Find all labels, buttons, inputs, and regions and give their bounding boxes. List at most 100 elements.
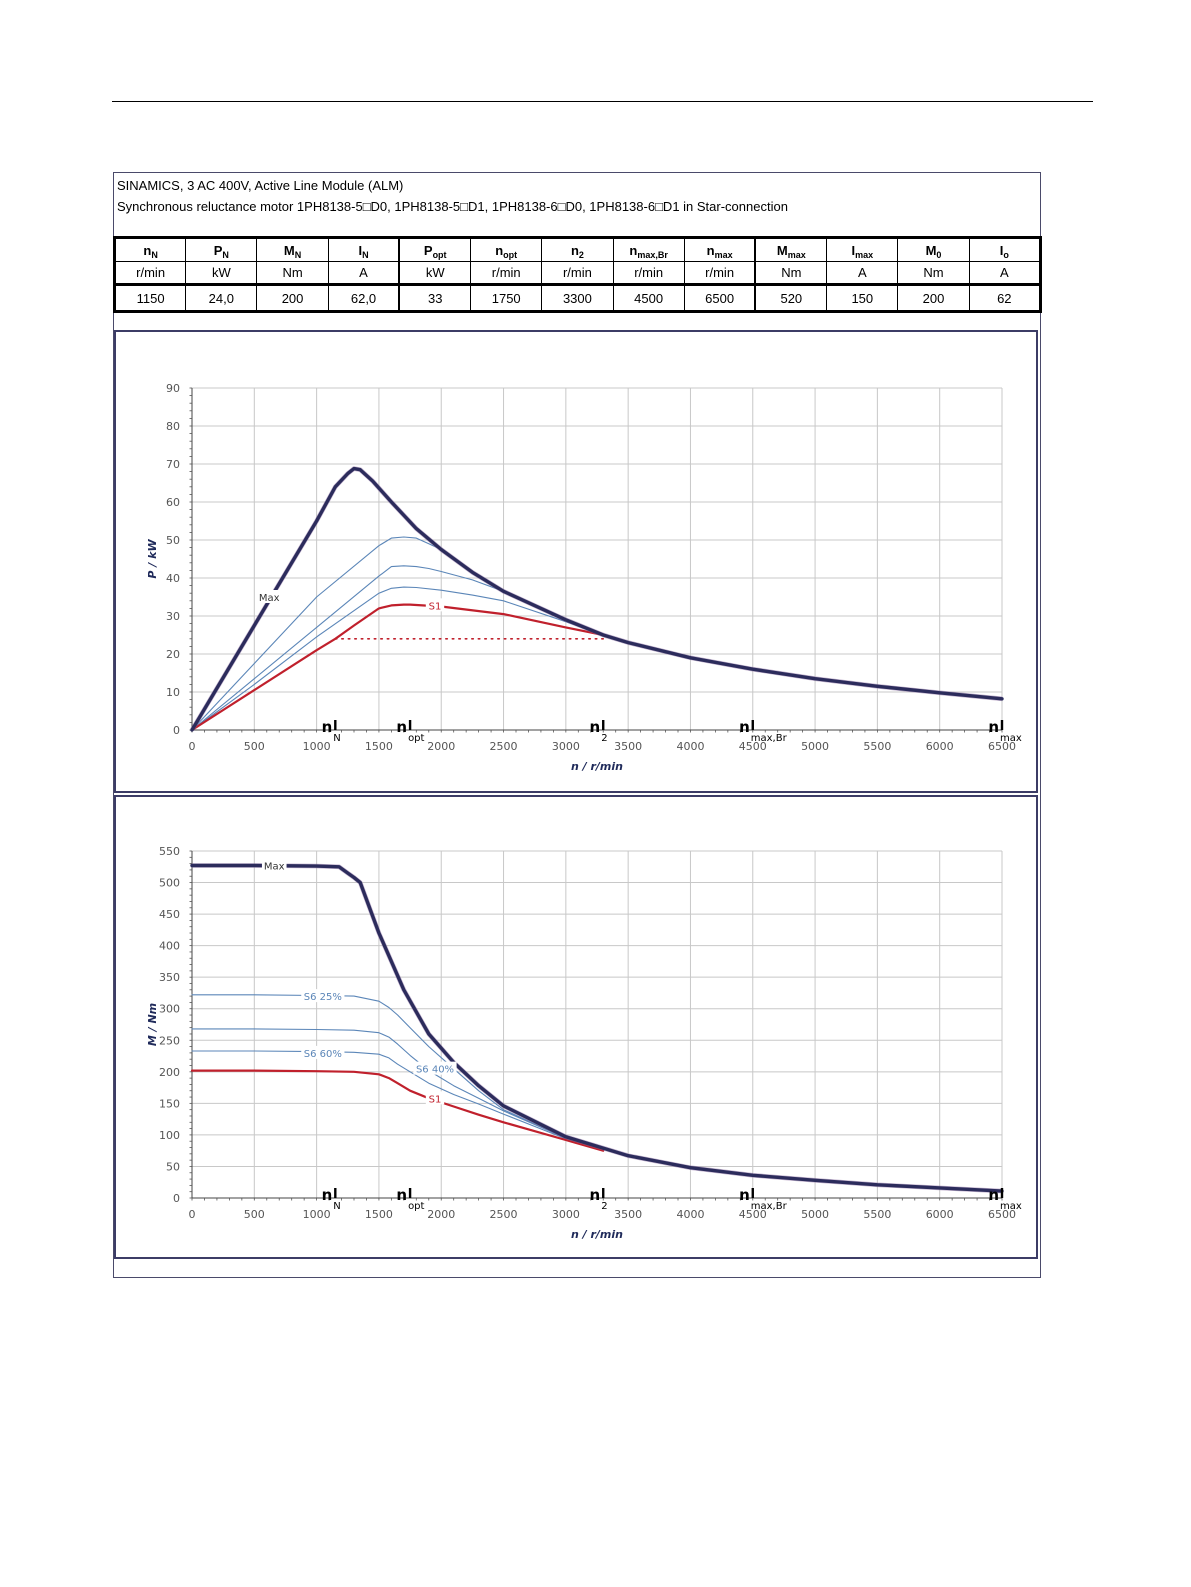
- x-tick-label: 2000: [427, 1208, 455, 1221]
- header-line-2: Synchronous reluctance motor 1PH8138-5□D…: [117, 199, 788, 214]
- x-tick-label: 2500: [490, 1208, 518, 1221]
- y-tick-label: 70: [166, 458, 180, 471]
- y-tick-label: 10: [166, 686, 180, 699]
- x-tick-label: 4500: [739, 1208, 767, 1221]
- curve-label-bg: [425, 1091, 445, 1105]
- y-tick-label: 40: [166, 572, 180, 585]
- spec-symbol-subscript: max: [714, 249, 733, 260]
- spec-unit-cell: r/min: [541, 261, 614, 285]
- spec-symbol: I: [851, 242, 856, 258]
- spec-unit-cell: Nm: [754, 261, 828, 285]
- spec-value-cell: 24,0: [185, 283, 258, 313]
- spec-unit-cell: r/min: [683, 261, 756, 285]
- curve-label: S6 60%: [304, 1049, 342, 1060]
- torque-chart: 0 500 1000 1500 2000 2500 3000 3500 4000 4500 5000…: [146, 845, 1022, 1241]
- x-tick-label: 3000: [552, 740, 580, 753]
- spec-value-cell: 33: [398, 283, 472, 313]
- x-tick-label: 3500: [614, 1208, 642, 1221]
- x-tick-label: 5500: [863, 740, 891, 753]
- torque-chart-panel: 0 500 1000 1500 2000 2500 3000 3500 4000 4500 5000…: [114, 795, 1038, 1259]
- curve-label-bg: [261, 858, 287, 872]
- spec-symbol-cell: Io: [968, 236, 1043, 262]
- speed-marker-subscript: max,Br: [751, 1201, 788, 1212]
- y-tick-label: 20: [166, 648, 180, 661]
- x-tick-label: 1000: [303, 1208, 331, 1221]
- spec-unit-cell: A: [826, 261, 899, 285]
- x-tick-label: 6500: [988, 1208, 1016, 1221]
- x-axis-label: n / r/min: [571, 1228, 623, 1241]
- speed-marker-subscript: max,Br: [751, 733, 788, 744]
- x-tick-label: 1000: [303, 740, 331, 753]
- spec-symbol-subscript: N: [294, 249, 302, 260]
- y-tick-label: 90: [166, 382, 180, 395]
- curve-label-bg: [256, 590, 282, 603]
- x-tick-label: 6000: [926, 1208, 954, 1221]
- spec-value-cell: 3300: [541, 283, 614, 313]
- y-tick-label: 150: [159, 1097, 180, 1110]
- spec-symbol: I: [358, 242, 363, 258]
- speed-marker-subscript: opt: [408, 1201, 424, 1212]
- datasheet-frame: [113, 172, 1041, 1278]
- series-line-s6: [191, 1028, 604, 1152]
- spec-unit-cell: kW: [185, 261, 258, 285]
- spec-value-cell: 150: [826, 283, 899, 313]
- x-axis-label: n / r/min: [571, 760, 623, 773]
- header-line-1: SINAMICS, 3 AC 400V, Active Line Module …: [117, 178, 404, 193]
- top-rule: [112, 101, 1093, 102]
- y-tick-label: 30: [166, 610, 180, 623]
- x-tick-label: 2500: [490, 740, 518, 753]
- spec-unit-cell: A: [968, 261, 1043, 285]
- spec-unit-cell: Nm: [897, 261, 970, 285]
- spec-table: nN PN MN IN Popt nopt n2 nmax,Br nmax Mmax Imax M0 I…: [112, 236, 1043, 313]
- spec-value-cell: 62: [968, 283, 1043, 313]
- spec-symbol: n: [629, 242, 638, 258]
- speed-marker-label: n: [396, 1186, 407, 1204]
- spec-value-cell: 6500: [683, 283, 756, 313]
- series-line-s1: [190, 1069, 605, 1152]
- spec-symbol: n: [570, 242, 579, 258]
- spec-value-cell: 1150: [112, 283, 187, 313]
- spec-symbol: n: [706, 242, 715, 258]
- x-tick-label: 1500: [365, 740, 393, 753]
- curve-label-bg: [301, 1045, 345, 1059]
- series-line-s6: [191, 565, 604, 731]
- speed-marker-subscript: opt: [408, 733, 424, 744]
- y-tick-label: 300: [159, 1003, 180, 1016]
- spec-value-cell: 200: [897, 283, 970, 313]
- spec-symbol-cell: M0: [897, 236, 970, 262]
- x-tick-label: 5500: [863, 1208, 891, 1221]
- minor-ticks: [189, 387, 1003, 733]
- y-tick-label: 500: [159, 877, 180, 890]
- spec-symbol: n: [143, 242, 152, 258]
- series-line-s1: [190, 603, 605, 732]
- spec-symbol-cell: Imax: [826, 236, 899, 262]
- spec-symbol: M: [925, 242, 937, 258]
- spec-symbol: M: [776, 242, 788, 258]
- y-tick-label: 550: [159, 845, 180, 858]
- spec-symbol: n: [495, 242, 504, 258]
- curve-label: S6 25%: [304, 992, 342, 1003]
- spec-symbol: I: [999, 242, 1004, 258]
- spec-symbol: P: [213, 242, 223, 258]
- x-tick-label: 5000: [801, 1208, 829, 1221]
- speed-marker-label: n: [739, 718, 750, 736]
- y-tick-label: 400: [159, 940, 180, 953]
- spec-symbol-cell: MN: [256, 236, 329, 262]
- x-tick-label: 0: [189, 740, 196, 753]
- speed-marker-label: n: [322, 1186, 333, 1204]
- speed-marker-label: n: [988, 718, 999, 736]
- speed-marker-label: n: [590, 718, 601, 736]
- curve-label: Max: [259, 593, 280, 604]
- x-tick-label: 3500: [614, 740, 642, 753]
- speed-marker-label: n: [396, 718, 407, 736]
- spec-symbol-subscript: max: [855, 249, 874, 260]
- spec-symbol-cell: nmax: [683, 236, 756, 262]
- spec-symbol-cell: IN: [327, 236, 400, 262]
- y-tick-label: 200: [159, 1066, 180, 1079]
- spec-symbol-cell: Popt: [398, 236, 472, 262]
- y-tick-label: 250: [159, 1034, 180, 1047]
- spec-symbol-subscript: N: [151, 249, 158, 260]
- y-tick-label: 450: [159, 908, 180, 921]
- spec-symbol-subscript: N: [222, 249, 229, 260]
- spec-unit-cell: r/min: [470, 261, 543, 285]
